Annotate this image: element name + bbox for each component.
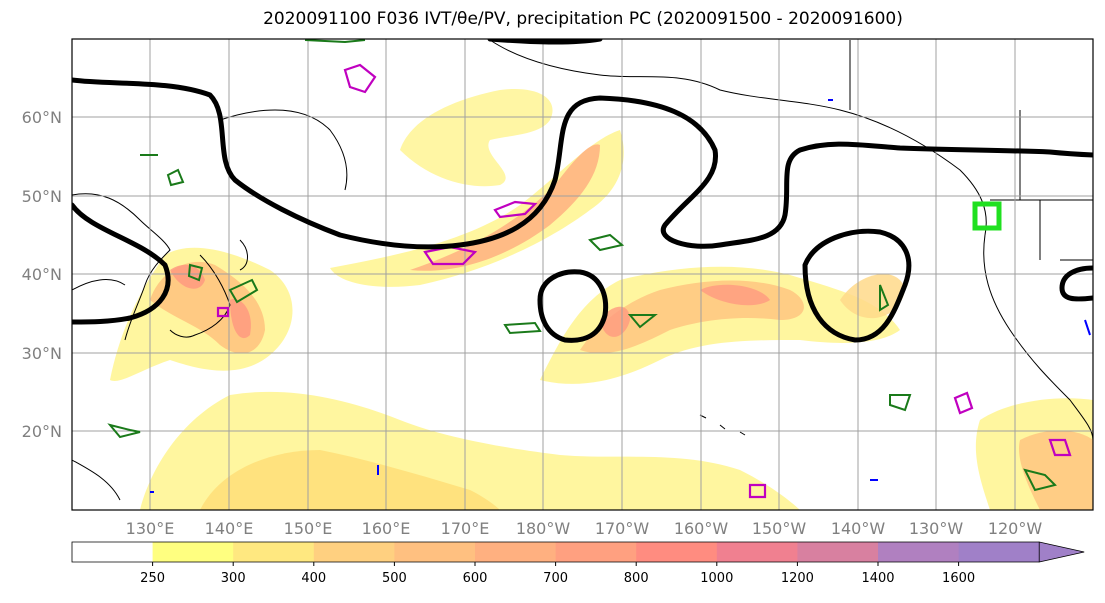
ivt-core-aleutian [410,144,600,271]
colorbar-segment [716,542,798,562]
gridlines [72,39,1093,510]
ivt-core-south [200,450,500,510]
colorbar-tick-label: 250 [140,571,165,586]
pv-contour [748,483,767,499]
lon-label: 140°W [831,519,886,538]
latitude-labels: 60°N 50°N 40°N 30°N 20°N [22,108,62,441]
colorbar-segment [313,542,395,562]
thetae-contour [228,278,259,304]
coast-alaska [489,39,987,236]
ivt-shading [110,89,1093,510]
lon-label: 180°W [516,519,571,538]
colorbar-tick-label: 500 [382,571,407,586]
lat-label: 60°N [22,108,62,127]
colorbar-segment [475,542,557,562]
thetae-contour [166,168,185,187]
pv-contour [1048,438,1072,457]
thetae-contour [889,394,912,412]
colorbar-tick-label: 800 [624,571,649,586]
thetae-contour [588,233,625,252]
colorbar-segment [152,542,234,562]
coast-na-west [983,234,1093,441]
black-contours [72,39,1093,343]
lat-label: 20°N [22,422,62,441]
colorbar-segment [636,542,718,562]
thetae-contour [304,39,366,44]
lon-label: 160°W [674,519,729,538]
lon-label: 130°E [126,519,175,538]
location-marker [972,201,1002,231]
coast-asia [72,193,171,501]
pv-contour [216,306,230,318]
lat-label: 30°N [22,344,62,363]
lon-label: 170°E [441,519,490,538]
colorbar-tick-label: 300 [221,571,246,586]
pv-contour [493,200,538,219]
thetae-contour [187,263,204,282]
ivt-region-bering [400,89,553,187]
ivt-region-mid-east [840,273,905,319]
theta-e-contours [107,39,1057,492]
colorbar-tick-label: 1600 [942,571,975,586]
lon-label: 120°W [988,519,1043,538]
figure-title: 2020091100 F036 IVT/θe/PV, precipitation… [263,9,903,29]
black-contour-circle-1 [537,269,609,343]
lon-label: 130°W [909,519,964,538]
black-contour-east [1059,265,1093,302]
pv-contour [343,63,377,94]
map-frame [71,38,1094,511]
thetae-contour [627,314,658,329]
lon-label: 150°W [752,519,807,538]
colorbar-tick-label: 700 [543,571,568,586]
colorbar-tick-label: 600 [463,571,488,586]
thetae-contour [1023,468,1057,492]
lon-label: 160°E [362,519,411,538]
lon-label: 170°W [595,519,650,538]
colorbar-segment [233,542,315,562]
colorbar-segment [72,542,154,562]
lat-label: 50°N [22,187,62,206]
black-contour-main [72,77,1093,250]
colorbar-tick-labels: 250 300 400 500 600 700 800 1000 1200 1400 1600 [140,562,975,586]
colorbar-segment [797,542,879,562]
colorbar-tick-label: 400 [301,571,326,586]
coast-japan [169,239,248,338]
thetae-contour [503,321,542,335]
thetae-contour [879,284,890,312]
colorbar-segment [394,542,476,562]
black-contour-circle-2 [802,228,912,343]
pv-contour [953,391,974,415]
black-contour-top [487,39,603,45]
colorbar-tick-label: 1200 [781,571,814,586]
colorbar-tick-label: 1000 [700,571,733,586]
lat-label: 40°N [22,265,62,284]
blue-contours [150,99,1091,493]
colorbar-segment [878,542,960,562]
thetae-contour [107,423,141,439]
border-lines [849,40,1093,261]
colorbar-segment [958,542,1040,562]
colorbar [71,541,1085,563]
lon-label: 150°E [284,519,333,538]
ivt-core-central-2 [600,284,770,337]
coast-kamchatka [219,109,348,191]
longitude-labels: 130°E 140°E 150°E 160°E 170°E 180°W 170°… [126,519,1043,538]
blue-contour [1084,319,1091,336]
coastlines [72,39,1093,501]
colorbar-tick-label: 1400 [861,571,894,586]
colorbar-extend-arrow [1038,541,1085,563]
black-contour-west [72,202,171,325]
ivt-core-japan-2 [170,264,251,339]
lon-label: 140°E [205,519,254,538]
colorbar-segment [555,542,637,562]
